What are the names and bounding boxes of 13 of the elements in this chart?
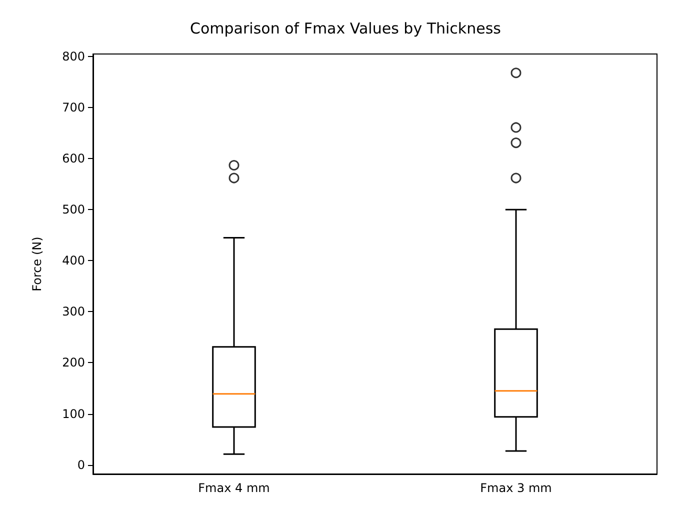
y-tick-label: 500	[62, 202, 85, 217]
y-tick-label: 700	[62, 100, 85, 115]
y-tick-label: 600	[62, 152, 85, 166]
y-tick-label: 200	[62, 356, 85, 370]
y-tick-label: 800	[62, 50, 85, 64]
y-tick-label: 100	[62, 406, 85, 421]
y-axis-title: Force (N)	[30, 236, 44, 292]
y-tick-label: 400	[62, 254, 85, 268]
chart-title: Comparison of Fmax Values by Thickness	[190, 20, 502, 38]
x-tick-label: Fmax 4 mm	[198, 481, 270, 495]
y-tick-label: 0	[77, 458, 85, 472]
y-tick-label: 300	[62, 304, 85, 319]
x-tick-label: Fmax 3 mm	[480, 481, 552, 495]
